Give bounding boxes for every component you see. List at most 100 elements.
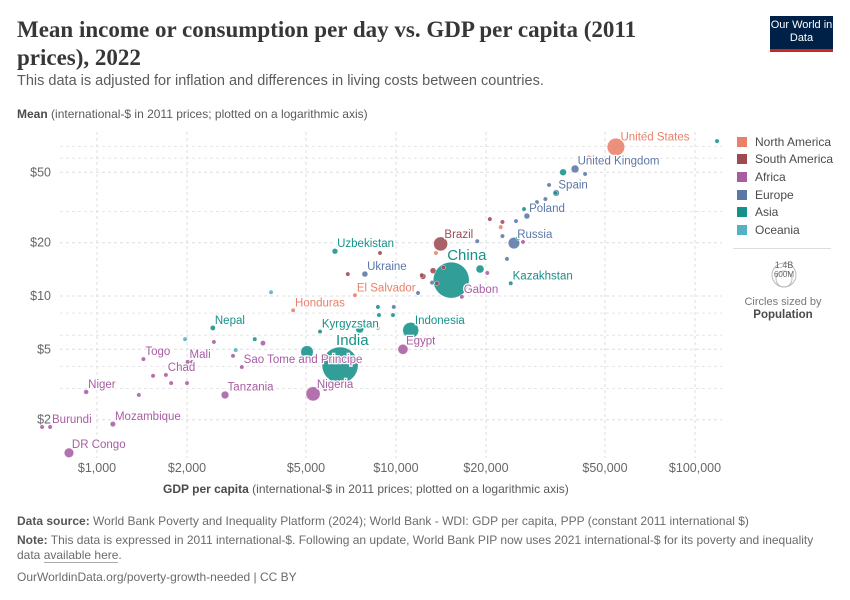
data-label: Burundi — [52, 414, 92, 426]
data-point — [376, 312, 382, 318]
y-tick-label: $5 — [37, 342, 51, 356]
y-tick-label: $50 — [30, 165, 51, 179]
data-point — [475, 264, 485, 274]
data-label: Poland — [529, 203, 565, 215]
chart-title: Mean income or consumption per day vs. G… — [17, 17, 637, 70]
owid-logo[interactable]: Our World in Data — [770, 16, 833, 52]
data-point — [714, 138, 720, 144]
y-axis-title-bold: Mean — [17, 107, 48, 121]
data-point — [415, 290, 421, 296]
data-point — [504, 256, 510, 262]
data-point — [322, 386, 328, 392]
data-point-ukraine — [361, 270, 369, 278]
data-label: Tanzania — [228, 381, 275, 393]
data-point — [184, 380, 190, 386]
data-point-uzbekistan — [331, 248, 339, 255]
legend-label: Europe — [755, 187, 794, 202]
size-legend-variable: Population — [753, 309, 813, 321]
data-point — [355, 324, 364, 334]
chart-subtitle: This data is adjusted for inflation and … — [17, 73, 544, 89]
legend-label: Africa — [755, 169, 786, 184]
data-point — [484, 270, 490, 276]
data-label: Russia — [517, 229, 553, 241]
available-here-link[interactable]: available here — [43, 548, 119, 563]
data-point-mozambique — [109, 421, 116, 428]
data-point — [520, 239, 526, 245]
note: Note: This data is expressed in 2011 int… — [17, 533, 827, 563]
data-point-dr-congo — [64, 447, 74, 458]
data-label: United States — [620, 131, 689, 143]
data-point-kazakhstan — [508, 280, 514, 286]
data-point-niger — [83, 389, 89, 395]
data-point — [136, 392, 142, 398]
data-point — [168, 380, 174, 386]
data-point — [150, 373, 156, 379]
data-point — [375, 325, 381, 331]
legend-item-europe[interactable]: Europe — [737, 186, 833, 204]
data-label: Sao Tome and Principe — [244, 354, 363, 366]
legend-swatch — [737, 136, 747, 147]
data-point — [268, 289, 274, 295]
data-point-el-salvador — [352, 292, 358, 298]
legend-item-oceania[interactable]: Oceania — [737, 221, 833, 239]
x-axis-title-bold: GDP per capita — [163, 482, 249, 496]
y-axis-title: Mean (international-$ in 2011 prices; pl… — [17, 107, 368, 121]
data-point-india — [321, 346, 359, 384]
data-point — [434, 280, 440, 286]
data-point — [474, 238, 480, 244]
data-label: Mozambique — [115, 411, 181, 423]
legend-swatch — [737, 171, 747, 182]
y-tick-label: $2 — [37, 413, 51, 427]
data-point — [39, 424, 45, 430]
data-point — [252, 336, 258, 342]
source-text: World Bank Poverty and Inequality Platfo… — [93, 514, 749, 528]
x-tick-label: $5,000 — [287, 461, 325, 475]
legend-divider — [733, 248, 831, 249]
legend-item-asia[interactable]: Asia — [737, 203, 833, 221]
data-point — [300, 345, 314, 359]
data-point — [375, 304, 381, 310]
data-point — [498, 224, 504, 230]
data-point — [521, 206, 527, 212]
x-tick-label: $1,000 — [78, 461, 116, 475]
x-tick-label: $20,000 — [463, 461, 508, 475]
data-point — [419, 272, 425, 278]
data-source: Data source: World Bank Poverty and Ineq… — [17, 514, 749, 529]
data-point-honduras — [290, 307, 296, 313]
logo-text: Our World in Data — [770, 19, 833, 44]
data-point-nepal — [210, 325, 216, 331]
data-label: China — [447, 247, 487, 264]
data-point-united-kingdom — [570, 164, 580, 174]
legend-label: North America — [755, 134, 832, 149]
source-url[interactable]: OurWorldinData.org/poverty-growth-needed… — [17, 570, 297, 584]
data-point-indonesia — [402, 322, 419, 339]
data-point-nigeria — [305, 386, 321, 402]
data-label: Kazakhstan — [513, 270, 573, 282]
data-point — [345, 271, 351, 277]
data-point — [260, 340, 266, 346]
data-label: Togo — [145, 346, 170, 358]
data-point — [440, 265, 446, 270]
data-label: Egypt — [406, 335, 436, 347]
data-point — [390, 312, 396, 318]
data-point — [642, 131, 648, 137]
legend-label: Oceania — [755, 222, 800, 237]
data-point — [546, 182, 552, 188]
data-point — [391, 304, 397, 310]
x-tick-label: $100,000 — [669, 461, 721, 475]
data-label: Brazil — [444, 229, 473, 241]
legend-item-south-america[interactable]: South America — [737, 151, 833, 169]
legend-item-north-america[interactable]: North America — [737, 133, 833, 151]
legend-item-africa[interactable]: Africa — [737, 168, 833, 186]
data-label: Nigeria — [317, 379, 354, 391]
data-label: El Salvador — [357, 282, 416, 294]
data-point — [233, 347, 239, 353]
data-point — [559, 168, 567, 176]
y-tick-label: $20 — [30, 236, 51, 250]
note-label: Note: — [17, 533, 48, 547]
x-tick-label: $2,000 — [168, 461, 206, 475]
data-point-togo — [141, 356, 146, 362]
data-point — [211, 339, 217, 345]
size-legend-note: Circles sized by Population — [733, 296, 833, 322]
